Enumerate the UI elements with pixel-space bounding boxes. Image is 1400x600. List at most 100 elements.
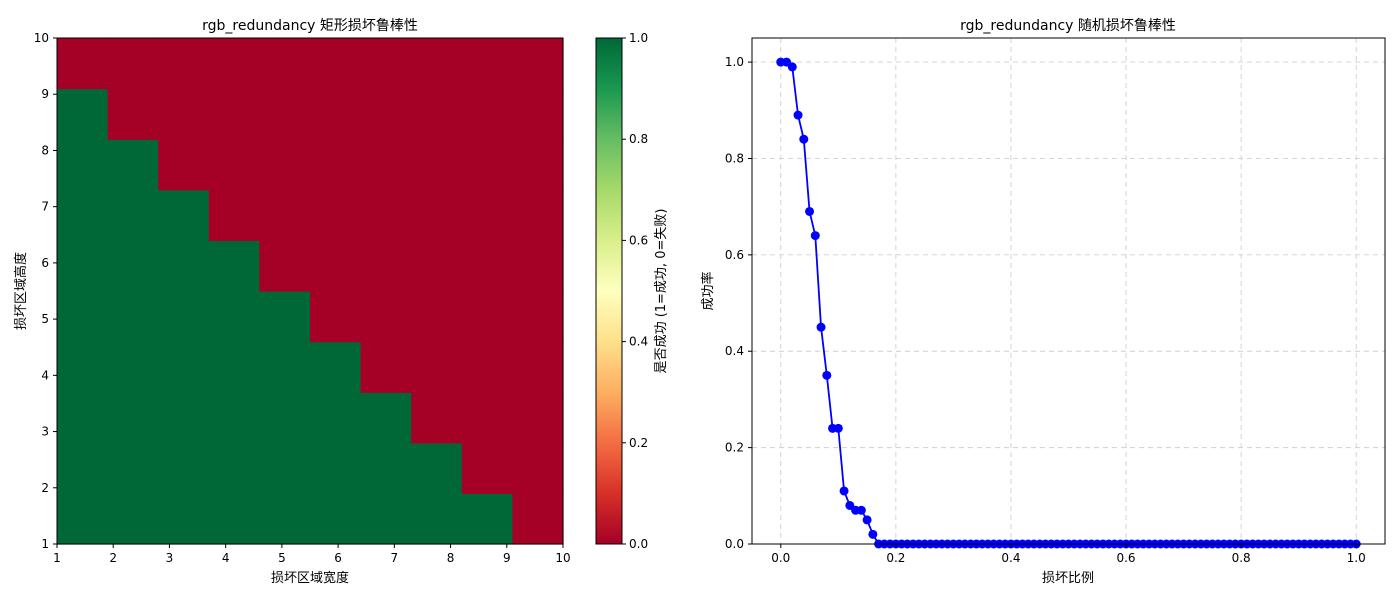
heatmap-cell <box>107 38 159 90</box>
y-tick-label: 1 <box>41 537 49 551</box>
heatmap-cell <box>512 240 564 292</box>
data-point <box>839 486 849 496</box>
heatmap-cell <box>259 139 311 191</box>
heatmap-cell <box>107 291 159 343</box>
x-tick-label: 3 <box>166 551 174 565</box>
x-tick-label: 0.8 <box>1232 551 1251 565</box>
heatmap-cell <box>158 240 210 292</box>
heatmap-frame <box>56 37 564 545</box>
x-tick-label: 2 <box>109 551 117 565</box>
heatmap-cell <box>310 38 362 90</box>
colorbar-tick-label: 0.2 <box>629 436 648 450</box>
heatmap-panel: rgb_redundancy 矩形损坏鲁棒性 1 2 3 4 5 6 7 8 9 10 1 2 3 4 5… <box>13 18 571 586</box>
heatmap-cell <box>310 493 362 545</box>
heatmap-x-ticks: 1 2 3 4 5 6 7 8 9 10 <box>53 544 571 565</box>
heatmap-cell <box>310 291 362 343</box>
heatmap-cell <box>360 139 412 191</box>
data-point <box>868 529 878 539</box>
heatmap-cell <box>259 341 311 393</box>
line-x-ticks: 0.0 0.2 0.4 0.6 0.8 1.0 <box>771 544 1366 565</box>
heatmap-cell <box>259 189 311 241</box>
heatmap-cell <box>208 240 260 292</box>
data-point <box>822 370 832 380</box>
heatmap-cell <box>411 493 463 545</box>
heatmap-cell <box>512 341 564 393</box>
y-tick-label: 2 <box>41 481 49 495</box>
heatmap-cell <box>461 291 513 343</box>
x-tick-label: 5 <box>278 551 286 565</box>
colorbar-tick-label: 1.0 <box>629 31 648 45</box>
heatmap-cell <box>360 38 412 90</box>
heatmap-cell <box>57 493 109 545</box>
heatmap-cell <box>512 442 564 494</box>
y-tick-label: 0.6 <box>725 248 744 262</box>
heatmap-cell <box>158 442 210 494</box>
heatmap-cell <box>158 139 210 191</box>
y-tick-label: 1.0 <box>725 55 744 69</box>
heatmap-cell <box>208 291 260 343</box>
heatmap-cell <box>411 88 463 140</box>
heatmap-cell <box>461 240 513 292</box>
heatmap-cell <box>512 291 564 343</box>
x-tick-label: 10 <box>555 551 570 565</box>
heatmap-cell <box>360 291 412 343</box>
heatmap-cell <box>57 189 109 241</box>
heatmap-cells <box>57 38 564 545</box>
heatmap-cell <box>208 38 260 90</box>
heatmap-y-label: 损坏区域高度 <box>13 252 29 330</box>
heatmap-cell <box>107 493 159 545</box>
heatmap-y-ticks: 1 2 3 4 5 6 7 8 9 10 <box>34 31 57 551</box>
heatmap-cell <box>158 493 210 545</box>
heatmap-cell <box>461 392 513 444</box>
x-tick-label: 0.2 <box>886 551 905 565</box>
heatmap-cell <box>310 189 362 241</box>
colorbar-tick-label: 0.6 <box>629 233 648 247</box>
heatmap-cell <box>360 341 412 393</box>
y-tick-label: 4 <box>41 368 49 382</box>
y-tick-label: 10 <box>34 31 49 45</box>
heatmap-cell <box>310 139 362 191</box>
heatmap-title: rgb_redundancy 矩形损坏鲁棒性 <box>202 18 418 34</box>
heatmap-cell <box>158 341 210 393</box>
heatmap-cell <box>411 240 463 292</box>
line-x-label: 损坏比例 <box>1042 571 1094 586</box>
heatmap-cell <box>107 88 159 140</box>
y-tick-label: 0.4 <box>725 344 744 358</box>
heatmap-cell <box>208 189 260 241</box>
x-tick-label: 7 <box>391 551 399 565</box>
heatmap-cell <box>259 291 311 343</box>
x-tick-label: 9 <box>503 551 511 565</box>
y-tick-label: 0.8 <box>725 151 744 165</box>
heatmap-cell <box>512 392 564 444</box>
heatmap-cell <box>57 240 109 292</box>
y-tick-label: 9 <box>41 87 49 101</box>
heatmap-cell <box>158 38 210 90</box>
data-point <box>833 423 843 433</box>
data-point <box>862 515 872 525</box>
y-tick-label: 7 <box>41 200 49 214</box>
colorbar-gradient <box>595 37 623 545</box>
heatmap-cell <box>360 392 412 444</box>
heatmap-cell <box>107 442 159 494</box>
line-y-ticks: 0.0 0.2 0.4 0.6 0.8 1.0 <box>725 55 752 551</box>
heatmap-cell <box>512 38 564 90</box>
colorbar-tick-label: 0.8 <box>629 132 648 146</box>
x-tick-label: 4 <box>222 551 230 565</box>
heatmap-cell <box>411 442 463 494</box>
heatmap-cell <box>259 442 311 494</box>
heatmap-cell <box>310 341 362 393</box>
heatmap-cell <box>461 189 513 241</box>
heatmap-cell <box>57 139 109 191</box>
y-tick-label: 6 <box>41 256 49 270</box>
colorbar-tick-label: 0.4 <box>629 335 648 349</box>
x-tick-label: 0.4 <box>1001 551 1020 565</box>
data-point <box>793 110 803 120</box>
heatmap-cell <box>360 88 412 140</box>
colorbar-tick-label: 0.0 <box>629 537 648 551</box>
heatmap-cell <box>411 392 463 444</box>
x-tick-label: 0.0 <box>771 551 790 565</box>
heatmap-cell <box>461 139 513 191</box>
heatmap-cell <box>107 392 159 444</box>
heatmap-cell <box>411 38 463 90</box>
